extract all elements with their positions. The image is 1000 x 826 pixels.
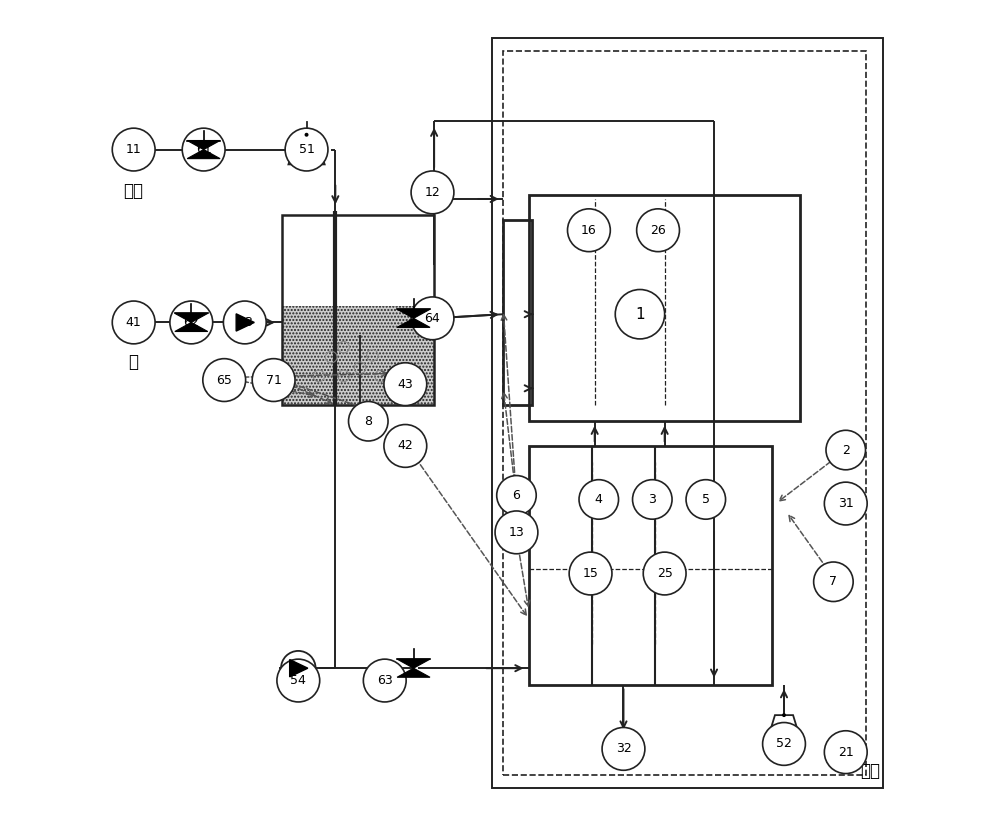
Text: 3: 3 [648, 493, 656, 506]
Circle shape [203, 358, 246, 401]
Circle shape [252, 358, 295, 401]
Circle shape [615, 290, 665, 339]
Polygon shape [397, 659, 430, 668]
Text: 8: 8 [364, 415, 372, 428]
Text: 6: 6 [513, 489, 520, 502]
Text: 15: 15 [583, 567, 598, 580]
Circle shape [223, 301, 266, 344]
Text: 41: 41 [126, 316, 142, 329]
Circle shape [824, 482, 867, 525]
Text: 31: 31 [838, 497, 854, 510]
Circle shape [637, 209, 679, 252]
Bar [529, 446, 772, 685]
Text: 61: 61 [196, 143, 212, 156]
Circle shape [305, 133, 309, 137]
Circle shape [633, 480, 672, 520]
Text: 43: 43 [397, 377, 413, 391]
Circle shape [281, 651, 316, 686]
Circle shape [814, 562, 853, 601]
Circle shape [568, 209, 610, 252]
Circle shape [349, 401, 388, 441]
Polygon shape [288, 135, 325, 164]
Text: 51: 51 [299, 143, 314, 156]
Circle shape [763, 723, 805, 766]
Text: 空气: 空气 [860, 762, 880, 780]
Circle shape [579, 480, 619, 520]
Circle shape [782, 713, 786, 717]
Polygon shape [397, 668, 430, 677]
Text: 52: 52 [776, 738, 792, 751]
Circle shape [182, 128, 225, 171]
Polygon shape [175, 322, 208, 331]
Polygon shape [766, 715, 802, 745]
Text: 16: 16 [581, 224, 597, 237]
Polygon shape [187, 140, 220, 150]
Circle shape [497, 476, 536, 515]
Text: 65: 65 [216, 373, 232, 387]
Bar [282, 306, 434, 405]
Bar [492, 39, 883, 787]
Polygon shape [187, 150, 220, 159]
Circle shape [411, 297, 454, 339]
Circle shape [411, 171, 454, 214]
Text: 7: 7 [829, 575, 837, 588]
Text: 54: 54 [290, 674, 306, 687]
Circle shape [277, 659, 320, 702]
Circle shape [384, 425, 427, 468]
Text: 42: 42 [397, 439, 413, 453]
Text: 4: 4 [595, 493, 603, 506]
Circle shape [285, 128, 328, 171]
Circle shape [112, 128, 155, 171]
Text: 2: 2 [842, 444, 850, 457]
Polygon shape [290, 659, 308, 676]
Polygon shape [175, 313, 208, 322]
Circle shape [112, 301, 155, 344]
Bar [503, 50, 866, 776]
Text: 1: 1 [635, 306, 645, 321]
Text: 5: 5 [702, 493, 710, 506]
Polygon shape [397, 309, 430, 318]
Text: 71: 71 [266, 373, 282, 387]
Text: 水: 水 [129, 353, 139, 371]
Text: 62: 62 [183, 316, 199, 329]
Circle shape [495, 511, 538, 553]
Circle shape [824, 731, 867, 774]
Circle shape [643, 552, 686, 595]
Text: 21: 21 [838, 746, 854, 758]
Circle shape [228, 305, 262, 339]
Circle shape [826, 430, 866, 470]
Circle shape [170, 301, 213, 344]
Text: 32: 32 [616, 743, 631, 755]
Text: 25: 25 [657, 567, 673, 580]
Text: 11: 11 [126, 143, 142, 156]
Bar [529, 195, 800, 421]
Text: 26: 26 [650, 224, 666, 237]
Circle shape [569, 552, 612, 595]
Polygon shape [236, 314, 254, 331]
Text: 13: 13 [509, 526, 524, 539]
Text: 燃气: 燃气 [124, 182, 144, 200]
Circle shape [363, 659, 406, 702]
Circle shape [602, 728, 645, 771]
Circle shape [686, 480, 726, 520]
Text: 63: 63 [377, 674, 393, 687]
Text: 12: 12 [425, 186, 440, 199]
Text: 64: 64 [425, 312, 440, 325]
Polygon shape [397, 318, 430, 327]
Circle shape [384, 363, 427, 406]
Bar [282, 216, 434, 405]
Text: 53: 53 [237, 316, 253, 329]
Bar [503, 220, 532, 405]
